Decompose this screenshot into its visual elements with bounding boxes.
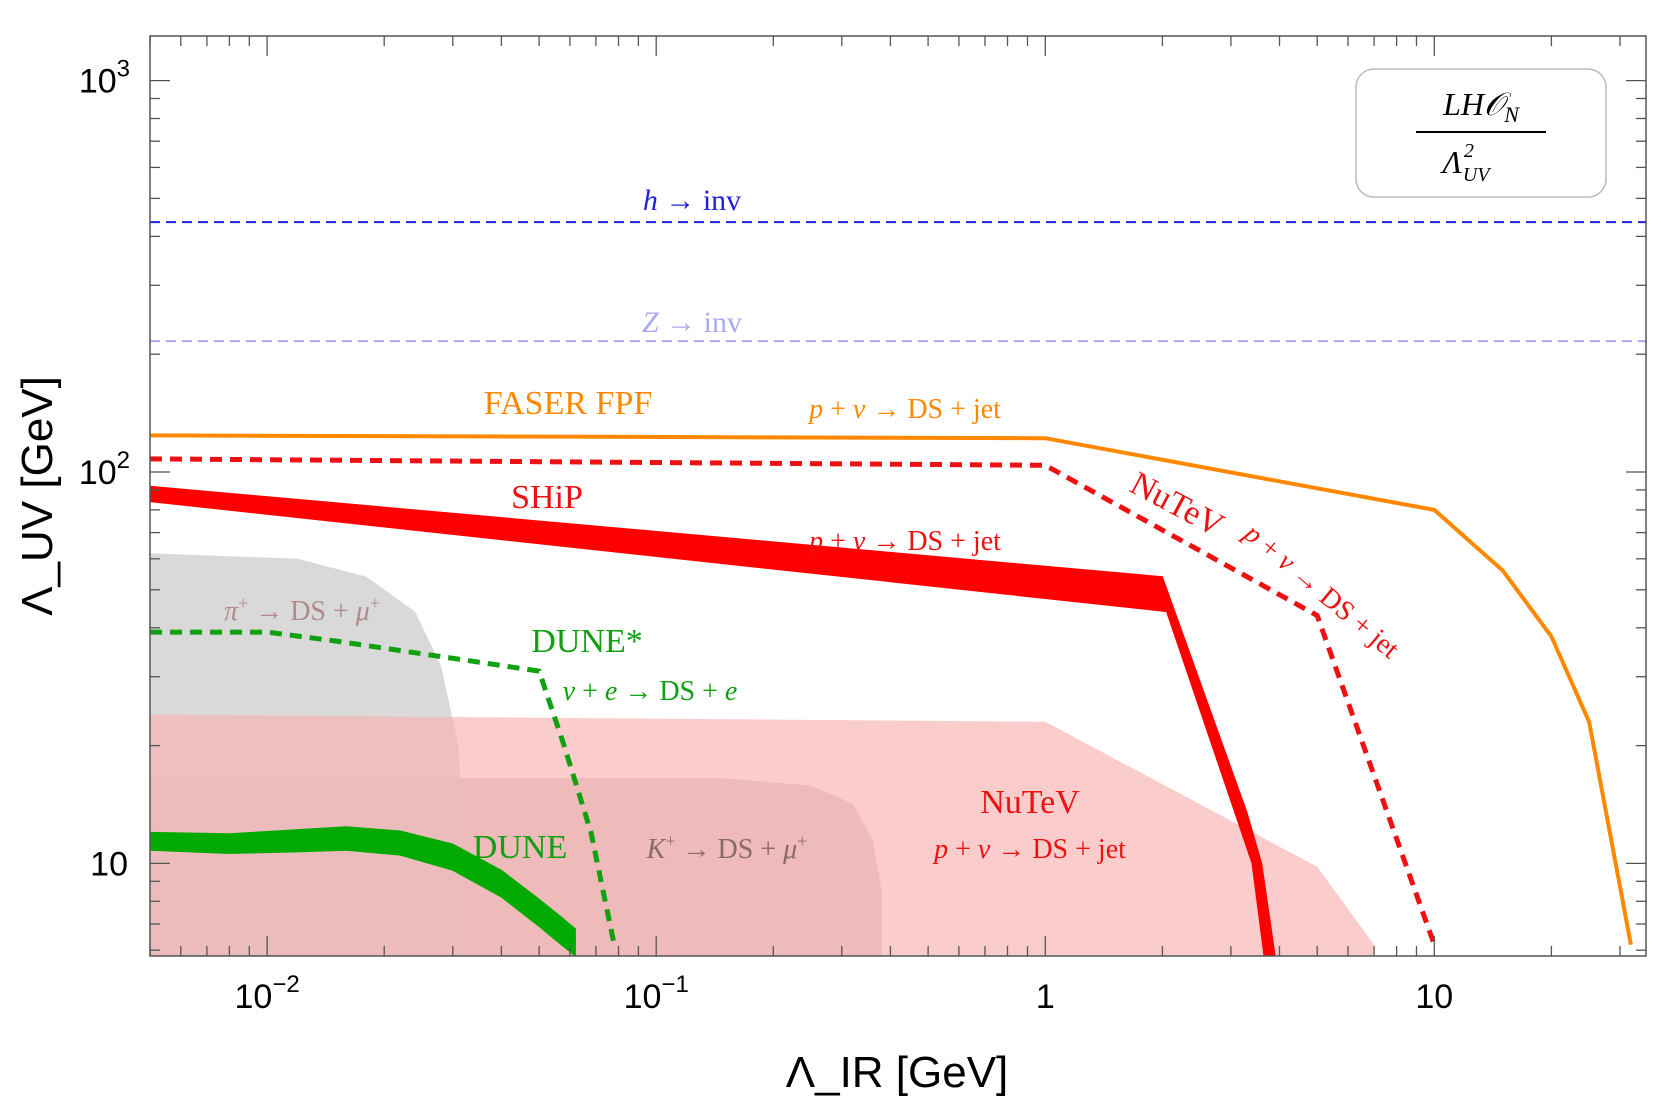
annotation-faser: FASER FPF <box>484 385 653 422</box>
y-tick-label: 103 <box>79 56 130 101</box>
plot-frame <box>149 35 1647 957</box>
nutev-dashed-curve <box>150 456 1437 946</box>
y-tick-label: 102 <box>79 447 130 492</box>
annotation-ship-proc: p + ν → DS + jet <box>807 526 1001 557</box>
tick-labels: 10−2 10−1 1 10 10 102 103 <box>79 56 1453 1016</box>
regions <box>150 553 1375 956</box>
nutev-p-ds-jet-region-region <box>150 714 1375 956</box>
annotation-nutev-region: NuTeV <box>980 784 1080 821</box>
annotation-faser-proc: p + ν → DS + jet <box>807 394 1001 425</box>
legend-numerator: LH𝒪N <box>1442 86 1520 127</box>
annotation-pion: π+ → DS + μ+ <box>224 593 380 627</box>
x-axis-title: Λ_IR [GeV] <box>786 1048 1009 1097</box>
legend-denominator: Λ 2 UV <box>1440 140 1493 186</box>
x-tick-label: 10−1 <box>624 971 689 1016</box>
ticks <box>149 36 1646 956</box>
annotation-ship: SHiP <box>511 479 583 516</box>
annotation-dune-star-proc: ν + e → DS + e <box>563 676 738 707</box>
annotation-nutev-region-proc: p + ν → DS + jet <box>932 834 1126 865</box>
x-tick-label: 10−2 <box>234 971 299 1016</box>
faser-fpf-curve <box>150 433 1633 946</box>
annotation-nutev-dashed: NuTeV <box>1124 465 1230 545</box>
ship-band <box>150 485 1276 956</box>
annotation-nutev-dashed-proc: p + ν → DS + jet <box>1237 517 1406 665</box>
x-tick-label: 1 <box>1036 978 1055 1016</box>
y-axis-title: Λ_UV [GeV] <box>13 376 62 616</box>
curves <box>150 221 1646 956</box>
dune-dashed-curve <box>150 629 617 946</box>
annotation-dune-star: DUNE* <box>531 623 642 660</box>
annotation-h-inv: h → inv <box>643 184 741 217</box>
annotation-dune: DUNE <box>473 829 567 866</box>
dune-band <box>150 826 576 956</box>
annotation-z-inv: Z → inv <box>642 306 742 339</box>
x-tick-label: 10 <box>1415 978 1453 1016</box>
y-tick-label: 10 <box>90 845 128 883</box>
legend-box: LH𝒪N Λ 2 UV <box>1355 68 1607 198</box>
annotation-kaon: K+ → DS + μ+ <box>646 831 808 865</box>
